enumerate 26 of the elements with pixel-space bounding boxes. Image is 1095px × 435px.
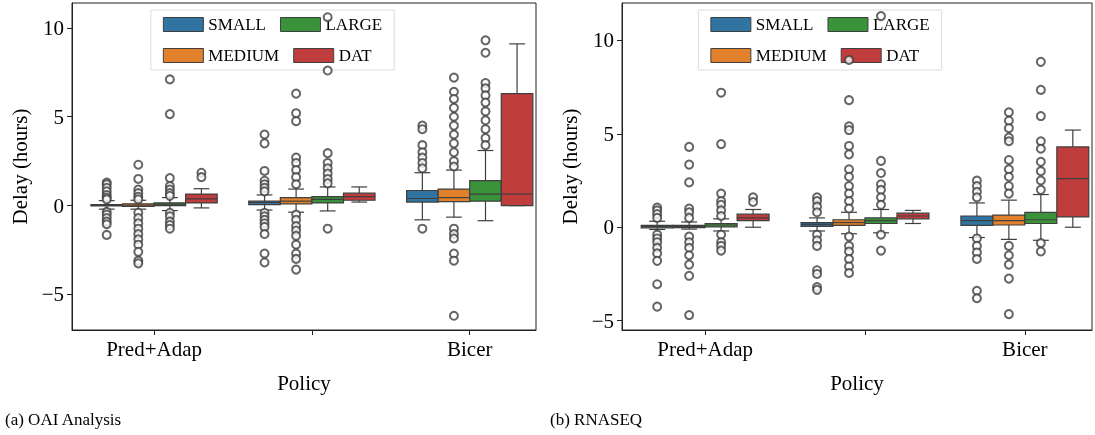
legend-label: SMALL xyxy=(755,15,814,34)
x-axis-title: Policy xyxy=(830,370,885,395)
legend-label: SMALL xyxy=(208,15,266,34)
legend-label: DAT xyxy=(886,46,920,65)
legend-label: MEDIUM xyxy=(208,46,280,65)
y-tick-label: 0 xyxy=(53,193,64,218)
y-tick-label: 10 xyxy=(593,28,614,53)
y-tick-label: 5 xyxy=(53,104,64,129)
y-axis-title: Delay (hours) xyxy=(557,108,582,225)
legend-label: LARGE xyxy=(872,15,930,34)
y-tick-label: −5 xyxy=(41,282,64,307)
y-tick-label: 0 xyxy=(603,215,614,240)
y-tick-label: 10 xyxy=(43,15,64,40)
x-tick-label: Pred+Adap xyxy=(106,336,202,361)
x-axis-title: Policy xyxy=(277,370,332,395)
x-tick-label: Pred+Adap xyxy=(657,336,754,361)
x-tick-label: Bicer xyxy=(1002,336,1048,361)
text: (a) OAI Analysis xyxy=(5,410,122,429)
text: (b) RNASEQ xyxy=(550,410,643,429)
x-tick-label: Bicer xyxy=(446,336,493,361)
y-axis-title: Delay (hours) xyxy=(7,108,32,225)
y-tick-label: 5 xyxy=(603,121,614,146)
legend-label: LARGE xyxy=(325,15,383,34)
y-tick-label: −5 xyxy=(591,308,614,333)
legend-label: DAT xyxy=(338,46,373,65)
legend-label: MEDIUM xyxy=(755,46,827,65)
